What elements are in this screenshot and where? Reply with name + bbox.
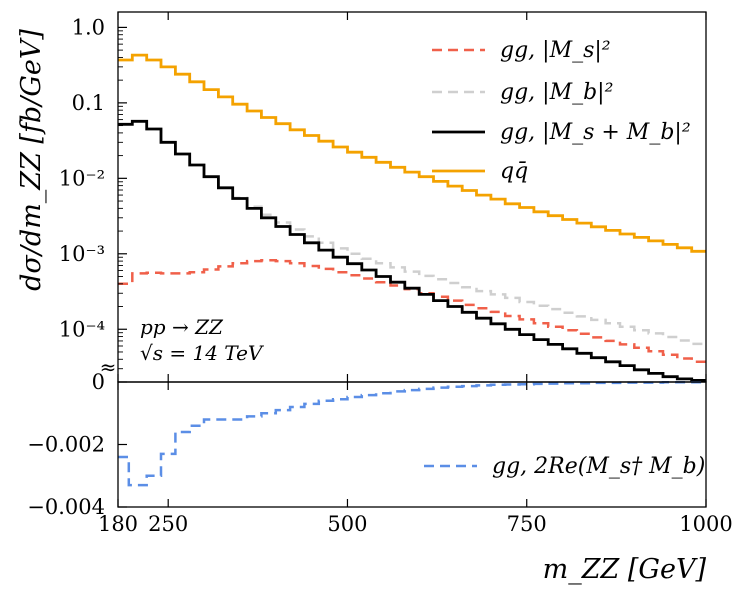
y-tick-label: 0.1 xyxy=(72,91,105,115)
series-gg-total xyxy=(118,119,706,382)
series-gg-background xyxy=(118,120,706,346)
x-tick-label: 750 xyxy=(507,512,547,536)
lower-y-tick-label: −0.002 xyxy=(27,433,105,457)
axis-break-symbol: ≈ xyxy=(100,355,117,379)
axes: 180 250 500 750 1000 1.0 0.1 10⁻² 10⁻³ 10⁻⁴ 0 −0.00… xyxy=(27,12,733,536)
annotation-energy: √s = 14 TeV xyxy=(140,341,265,365)
legend-label-signal: gg, |M_s|² xyxy=(500,38,611,63)
y-tick-label: 10⁻² xyxy=(59,166,105,190)
series-qqbar xyxy=(118,53,706,253)
x-tick-label: 1000 xyxy=(679,512,732,536)
series-interference xyxy=(118,381,706,487)
y-axis-label: dσ/dm_ZZ [fb/GeV] xyxy=(16,29,47,291)
legend-label-background: gg, |M_b|² xyxy=(500,80,613,105)
y-tick-label: 1.0 xyxy=(72,15,105,39)
lower-y-tick-label: 0 xyxy=(92,370,105,394)
legend-label-total: gg, |M_s + M_b|² xyxy=(500,120,691,145)
x-tick-label: 180 xyxy=(98,512,138,536)
x-axis-label: m_ZZ [GeV] xyxy=(543,554,707,585)
y-tick-label: 10⁻³ xyxy=(59,242,105,266)
lower-y-tick-label: −0.004 xyxy=(27,495,105,519)
lower-panel-plot-area xyxy=(118,381,706,487)
legend-label-interference: gg, 2Re(M_s† M_b) xyxy=(492,454,705,479)
upper-legend: gg, |M_s|² gg, |M_b|² gg, |M_s + M_b|² q… xyxy=(432,38,691,184)
upper-panel-plot-area xyxy=(118,53,706,382)
x-tick-label: 500 xyxy=(327,512,367,536)
annotation-process: pp → ZZ xyxy=(140,315,224,339)
legend-label-qqbar: qq̄ xyxy=(500,159,528,184)
y-tick-label: 10⁻⁴ xyxy=(59,317,105,341)
lower-legend: gg, 2Re(M_s† M_b) xyxy=(424,454,705,479)
lower-panel-frame xyxy=(117,381,707,508)
x-tick-label: 250 xyxy=(148,512,188,536)
